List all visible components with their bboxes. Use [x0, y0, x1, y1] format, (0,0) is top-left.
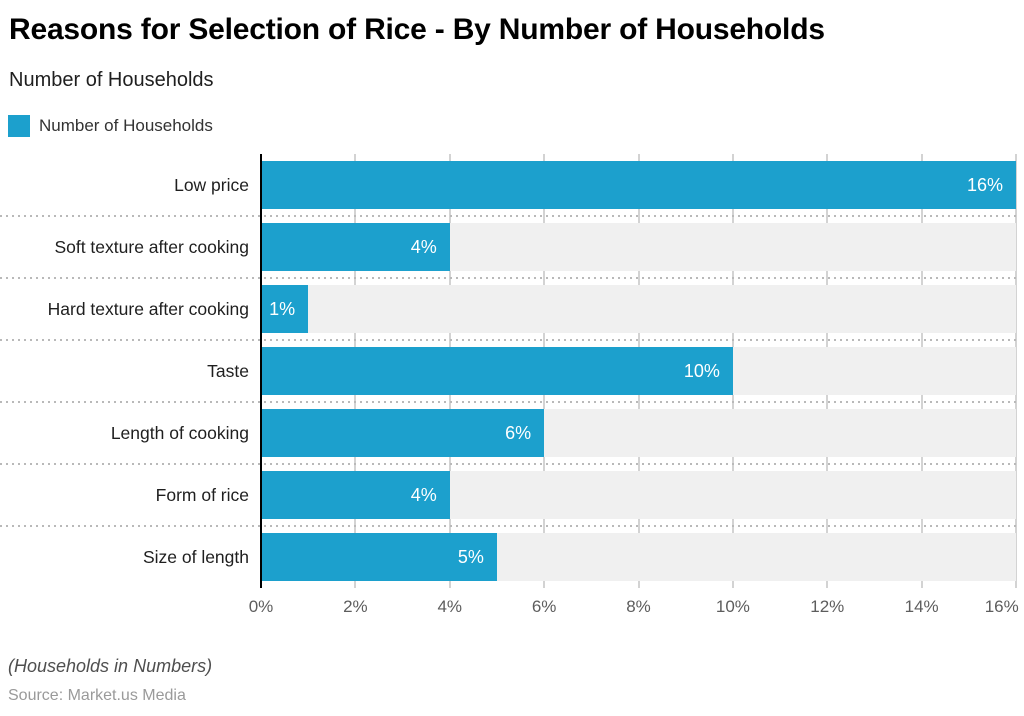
bar-value-label: 6%	[505, 423, 532, 443]
row-separator-dotted-line	[0, 277, 1016, 279]
category-label: Size of length	[142, 547, 249, 567]
row-separator-dotted-line	[0, 463, 1016, 465]
chart-subtitle: Number of Households	[9, 69, 214, 91]
footnote: (Households in Numbers)	[8, 656, 213, 676]
category-label: Hard texture after cooking	[47, 299, 249, 319]
bar: 16%	[261, 161, 1016, 209]
category-label: Soft texture after cooking	[54, 237, 249, 257]
legend: Number of Households	[8, 114, 1024, 137]
gridline	[1015, 154, 1017, 588]
x-tick-label: 4%	[437, 597, 463, 616]
row-band	[261, 285, 1016, 333]
category-label: Form of rice	[155, 485, 249, 505]
x-tick-label: 2%	[343, 597, 368, 616]
legend-swatch-icon	[8, 114, 30, 137]
bar-value-label: 4%	[410, 237, 437, 257]
bar-value-label: 16%	[966, 175, 1003, 195]
category-label: Length of cooking	[110, 423, 249, 443]
x-tick-label: 0%	[248, 597, 274, 616]
category-label: Low price	[174, 175, 249, 195]
legend-label: Number of Households	[39, 115, 213, 135]
row-separator-dotted-line	[0, 525, 1016, 527]
bar: 5%	[261, 533, 497, 581]
source-credit: Source: Market.us Media	[8, 687, 186, 704]
row-separator-dotted-line	[0, 339, 1016, 341]
plot-area: 16% 4% 1% 10% 6% 4% 5%	[260, 154, 1017, 588]
page-title: Reasons for Selection of Rice - By Numbe…	[9, 13, 825, 46]
bar-value-label: 10%	[683, 361, 720, 381]
bar: 1%	[261, 285, 309, 333]
x-tick-label: 12%	[810, 597, 845, 616]
bar-value-label: 4%	[410, 485, 437, 505]
bar: 4%	[261, 223, 450, 271]
x-tick-label: 10%	[715, 597, 750, 616]
bar: 10%	[261, 347, 733, 395]
bar-value-label: 1%	[269, 299, 296, 319]
bar-chart: 16% 4% 1% 10% 6% 4% 5% Low price Soft texture a…	[0, 154, 1019, 618]
bar-value-label: 5%	[457, 547, 484, 567]
row-separator-dotted-line	[0, 401, 1016, 403]
bar: 4%	[261, 471, 450, 519]
y-axis-line	[260, 154, 262, 588]
x-tick-label: 16%	[984, 597, 1019, 616]
category-label: Taste	[207, 361, 249, 381]
row-separator-dotted-line	[0, 215, 1016, 217]
x-tick-label: 14%	[904, 597, 939, 616]
bar: 6%	[261, 409, 545, 457]
x-tick-label: 8%	[626, 597, 651, 616]
x-tick-label: 6%	[531, 597, 557, 616]
